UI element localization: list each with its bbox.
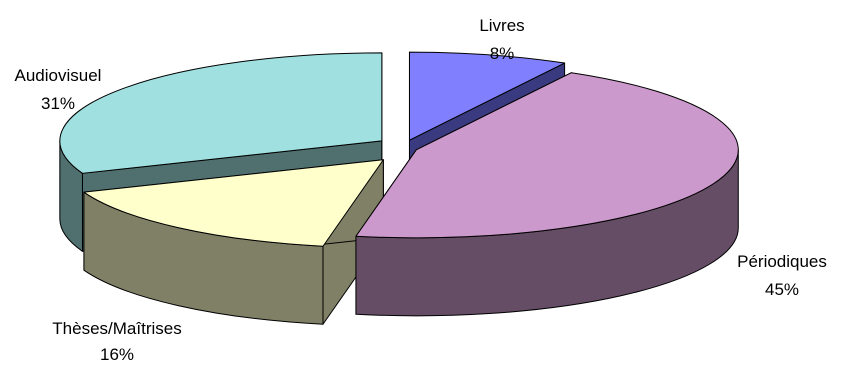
slice-percent-livres: 8%	[490, 44, 515, 63]
pie-top-audiovisuel	[59, 52, 383, 174]
pie-labels: Livres 8% Périodiques 45% Thèses/Maîtris…	[15, 16, 827, 364]
slice-percent-theses: 16%	[100, 345, 134, 364]
slice-percent-periodiques: 45%	[765, 280, 799, 299]
slice-label-theses: Thèses/Maîtrises	[52, 319, 181, 338]
slice-label-audiovisuel: Audiovisuel	[15, 66, 102, 85]
pie-slice-periodiques	[355, 72, 739, 317]
slice-label-periodiques: Périodiques	[737, 252, 827, 271]
pie-slice-theses	[83, 159, 384, 325]
slice-percent-audiovisuel: 31%	[41, 94, 75, 113]
pie-top-theses	[83, 159, 384, 247]
pie-top-periodiques	[355, 72, 739, 239]
pie-top-livres	[408, 51, 566, 141]
slice-label-livres: Livres	[479, 16, 524, 35]
pie-tops	[83, 72, 739, 325]
